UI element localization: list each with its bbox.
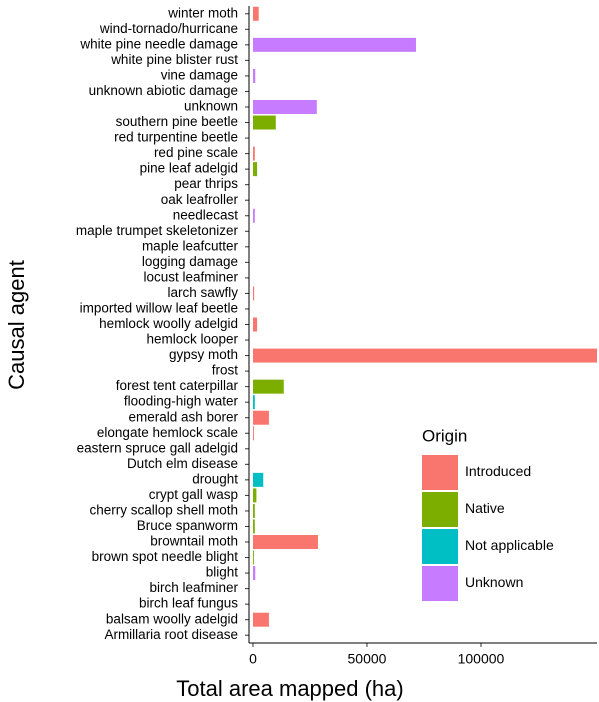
x-axis-title: Total area mapped (ha): [176, 676, 403, 701]
y-tick-label: white pine blister rust: [110, 52, 238, 67]
legend-title: Origin: [422, 426, 467, 445]
bar: [252, 550, 254, 565]
y-tick-label: oak leafroller: [161, 192, 239, 207]
y-tick-label: brown spot needle blight: [92, 549, 239, 564]
y-tick-label: balsam woolly adelgid: [106, 611, 238, 626]
legend-key: [422, 529, 458, 564]
y-tick-label: drought: [192, 471, 238, 486]
y-tick-label: browntail moth: [150, 534, 238, 549]
y-tick-label: cherry scallop shell moth: [89, 503, 238, 518]
x-tick-label: 100000: [458, 651, 505, 667]
y-tick-label: winter moth: [167, 5, 238, 20]
bar: [252, 6, 259, 21]
bar: [252, 472, 264, 487]
y-tick-label: unknown abiotic damage: [89, 83, 238, 98]
bar: [252, 286, 255, 301]
bar: [252, 395, 255, 410]
y-tick-label: maple trumpet skeletonizer: [76, 223, 239, 238]
bar: [252, 146, 255, 161]
bar: [252, 410, 269, 425]
y-tick-label: eastern spruce gall adelgid: [77, 440, 238, 455]
bar: [252, 379, 284, 394]
y-tick-label: red turpentine beetle: [114, 130, 238, 145]
y-tick-label: wind-tornado/hurricane: [99, 21, 238, 36]
x-tick-label: 0: [249, 651, 257, 667]
y-tick-label: Bruce spanworm: [137, 518, 238, 533]
bar: [252, 566, 256, 581]
bar: [252, 426, 254, 441]
y-tick-label: gypsy moth: [169, 347, 238, 362]
bar: [252, 317, 258, 332]
y-axis-title: Causal agent: [4, 260, 29, 390]
legend-label: Native: [465, 500, 505, 516]
y-tick-label: flooding-high water: [124, 394, 239, 409]
bar: [252, 503, 255, 518]
bar: [252, 68, 256, 83]
y-tick-label: maple leafcutter: [142, 238, 239, 253]
legend-label: Introduced: [465, 463, 531, 479]
y-tick-label: forest tent caterpillar: [116, 378, 239, 393]
y-tick-label: crypt gall wasp: [149, 487, 238, 502]
bar: [252, 99, 317, 114]
y-tick-label: Armillaria root disease: [104, 627, 238, 642]
y-tick-label: hemlock woolly adelgid: [99, 316, 238, 331]
y-tick-label: white pine needle damage: [79, 36, 238, 51]
bar: [252, 208, 255, 223]
y-tick-label: hemlock looper: [146, 332, 238, 347]
y-tick-label: blight: [206, 565, 239, 580]
bar: [252, 37, 416, 52]
y-tick-label: emerald ash borer: [128, 409, 238, 424]
y-tick-label: unknown: [184, 99, 238, 114]
y-tick-label: Dutch elm disease: [127, 456, 238, 471]
legend-label: Not applicable: [465, 537, 554, 553]
legend-key: [422, 566, 458, 601]
legend-label: Unknown: [465, 574, 523, 590]
bar: [252, 162, 258, 177]
y-tick-label: logging damage: [142, 254, 238, 269]
y-tick-label: locust leafminer: [143, 269, 238, 284]
bar: [252, 535, 318, 550]
legend-key: [422, 492, 458, 527]
x-tick-label: 50000: [348, 651, 387, 667]
bar: [252, 488, 257, 503]
y-tick-label: vine damage: [161, 67, 238, 82]
y-tick-label: imported willow leaf beetle: [80, 301, 238, 316]
bar: [252, 519, 255, 534]
y-tick-label: birch leaf fungus: [139, 596, 238, 611]
y-tick-label: frost: [212, 363, 239, 378]
y-tick-label: needlecast: [173, 207, 239, 222]
y-tick-label: larch sawfly: [167, 285, 238, 300]
y-tick-label: elongate hemlock scale: [97, 425, 238, 440]
y-tick-label: pear thrips: [174, 176, 238, 191]
legend-key: [422, 455, 458, 490]
y-tick-label: southern pine beetle: [116, 114, 238, 129]
bar: [252, 115, 276, 130]
y-tick-label: birch leafminer: [149, 580, 238, 595]
bar: [252, 348, 598, 363]
y-tick-label: pine leaf adelgid: [140, 161, 238, 176]
bar: [252, 612, 269, 627]
y-tick-label: red pine scale: [154, 145, 238, 160]
